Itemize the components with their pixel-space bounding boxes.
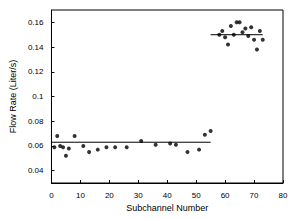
svg-text:0.08: 0.08 xyxy=(28,117,44,126)
svg-text:30: 30 xyxy=(134,191,143,200)
svg-text:0.12: 0.12 xyxy=(28,67,44,76)
svg-text:0.1: 0.1 xyxy=(32,92,44,101)
svg-text:0: 0 xyxy=(49,191,54,200)
svg-text:0.16: 0.16 xyxy=(28,18,44,27)
svg-text:0.14: 0.14 xyxy=(28,43,44,52)
svg-text:10: 10 xyxy=(76,191,85,200)
svg-text:0.04: 0.04 xyxy=(28,166,44,175)
svg-text:50: 50 xyxy=(192,191,201,200)
svg-text:60: 60 xyxy=(221,191,230,200)
svg-text:Flow Rate (Liter/s): Flow Rate (Liter/s) xyxy=(8,60,18,134)
svg-text:0.06: 0.06 xyxy=(28,141,44,150)
svg-text:40: 40 xyxy=(163,191,172,200)
svg-text:80: 80 xyxy=(279,191,288,200)
svg-text:70: 70 xyxy=(250,191,259,200)
svg-text:20: 20 xyxy=(105,191,114,200)
svg-text:Subchannel Number: Subchannel Number xyxy=(126,203,208,213)
